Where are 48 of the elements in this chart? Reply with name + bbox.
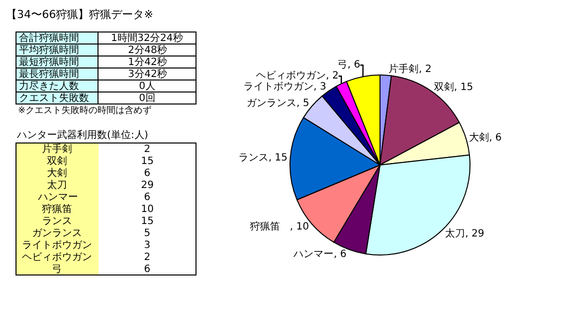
text: ヘビィボウガン	[22, 252, 92, 263]
text: ハンマー	[37, 192, 78, 203]
text: 狩猟笛	[42, 203, 72, 215]
text: 2分48秒	[128, 44, 168, 56]
slice-label: ハンマー, 6	[292, 248, 346, 260]
text: 大剣	[47, 167, 67, 179]
text: 6	[144, 168, 150, 179]
text: 1分42秒	[128, 56, 168, 68]
slice-label: ガンランス, 5	[246, 98, 310, 110]
text: 弓	[52, 264, 62, 275]
text: 15	[141, 216, 154, 227]
text: 0人	[139, 81, 156, 92]
slice-label: 狩猟笛 , 10	[250, 220, 309, 233]
text: クエスト失敗数	[19, 92, 89, 104]
text: 10	[141, 204, 154, 215]
text: 1時間32分24秒	[111, 32, 183, 44]
text: 3	[144, 240, 150, 251]
slice-label: 大剣, 6	[468, 132, 502, 144]
text: 5	[144, 228, 150, 239]
slice-label: 太刀, 29	[445, 227, 484, 240]
slice-label: ランス, 15	[238, 152, 288, 164]
slice-label: 双剣, 15	[434, 80, 474, 93]
slice-label: ヘビィボウガン, 2	[256, 70, 339, 82]
text: 片手剣	[42, 143, 72, 155]
text: 0回	[139, 93, 156, 104]
text: 2	[144, 252, 150, 263]
text: 【34〜66狩猟】狩猟データ※	[6, 8, 154, 21]
text: ガンランス	[32, 228, 82, 239]
text: ランス	[42, 216, 72, 227]
slice-label: ライトボウガン, 3	[243, 82, 326, 93]
text: 29	[141, 180, 154, 191]
text: 平均狩猟時間	[19, 44, 79, 56]
text: ハンター武器利用数(単位:人)	[16, 129, 148, 141]
text: ライトボウガン	[22, 240, 92, 251]
text: 15	[141, 156, 154, 167]
text: 6	[144, 264, 150, 275]
text: 最短狩猟時間	[19, 56, 79, 68]
text: 2	[144, 144, 150, 155]
text: ※クエスト失敗時の時間は含めず	[18, 105, 152, 116]
text: 双剣	[47, 155, 67, 167]
text: 6	[144, 192, 150, 203]
text: 太刀	[47, 179, 67, 191]
text: 最長狩猟時間	[19, 68, 79, 80]
slice-label: 片手剣, 2	[388, 63, 432, 76]
text: 力尽きた人数	[19, 80, 79, 92]
text: 3分42秒	[128, 68, 168, 80]
text: 合計狩猟時間	[19, 32, 79, 44]
slice-label: 弓, 6	[337, 60, 360, 71]
